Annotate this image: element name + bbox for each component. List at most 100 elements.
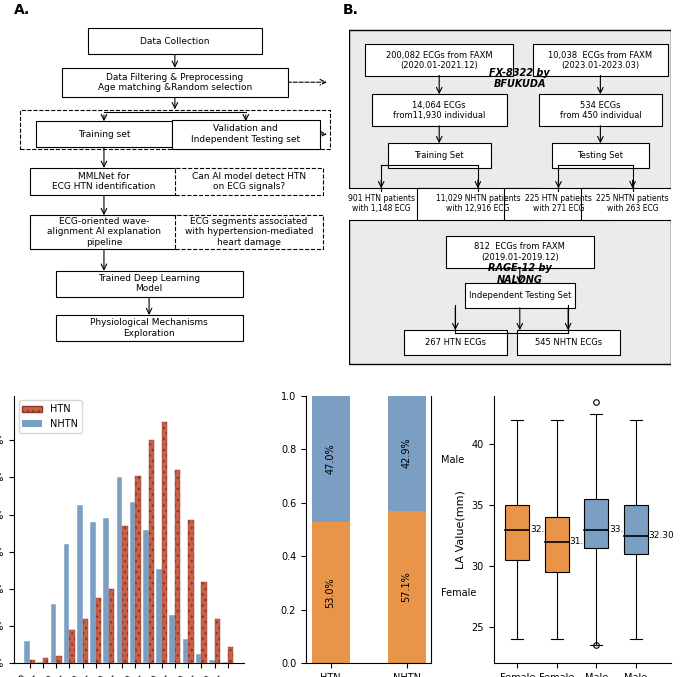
Text: ECG-oriented wave-
alignment AI explanation
pipeline: ECG-oriented wave- alignment AI explanat… <box>47 217 161 246</box>
Text: Independent Testing Set: Independent Testing Set <box>469 291 571 300</box>
FancyBboxPatch shape <box>55 315 242 341</box>
Bar <box>156 569 162 663</box>
Text: 200,082 ECGs from FAXM
(2020.01-2021.12): 200,082 ECGs from FAXM (2020.01-2021.12) <box>386 51 493 70</box>
Text: Can AI model detect HTN
on ECG signals?: Can AI model detect HTN on ECG signals? <box>192 172 306 191</box>
Bar <box>149 440 154 663</box>
FancyBboxPatch shape <box>403 330 507 355</box>
Text: Trained Deep Learning
Model: Trained Deep Learning Model <box>98 274 200 293</box>
Bar <box>388 510 425 663</box>
Bar <box>43 658 49 663</box>
FancyBboxPatch shape <box>175 168 323 195</box>
Text: Training set: Training set <box>77 129 130 139</box>
Text: 225 NHTN patients
with 263 ECG: 225 NHTN patients with 263 ECG <box>597 194 669 213</box>
Text: 32.80: 32.80 <box>530 525 556 534</box>
FancyBboxPatch shape <box>503 188 613 219</box>
Bar <box>90 522 96 663</box>
Text: 32.30: 32.30 <box>649 531 674 540</box>
Bar <box>312 521 349 663</box>
Text: ECG segments associated
with hypertension-mediated
heart damage: ECG segments associated with hypertensio… <box>185 217 313 246</box>
FancyBboxPatch shape <box>365 45 513 76</box>
FancyBboxPatch shape <box>545 517 569 572</box>
Bar <box>169 615 175 663</box>
FancyBboxPatch shape <box>36 121 172 147</box>
Bar <box>209 660 214 663</box>
Text: B.: B. <box>342 3 358 17</box>
Bar <box>162 422 167 663</box>
FancyBboxPatch shape <box>388 143 490 168</box>
Text: 53.0%: 53.0% <box>325 577 336 608</box>
Text: 225 HTN patients
with 271 ECG: 225 HTN patients with 271 ECG <box>525 194 592 213</box>
Text: 14,064 ECGs
from11,930 individual: 14,064 ECGs from11,930 individual <box>393 101 486 120</box>
FancyBboxPatch shape <box>552 143 649 168</box>
Text: 31.90: 31.90 <box>569 538 595 546</box>
Bar <box>136 476 141 663</box>
FancyBboxPatch shape <box>516 330 620 355</box>
Bar <box>82 619 88 663</box>
Bar <box>175 470 180 663</box>
Text: MMLNet for
ECG HTN identification: MMLNet for ECG HTN identification <box>52 172 155 191</box>
Bar <box>143 529 149 663</box>
FancyBboxPatch shape <box>533 45 668 76</box>
FancyBboxPatch shape <box>62 68 288 97</box>
FancyBboxPatch shape <box>55 271 242 297</box>
Bar <box>222 661 227 663</box>
Text: Training Set: Training Set <box>414 151 464 160</box>
Bar <box>196 654 201 663</box>
Text: 534 ECGs
from 450 individual: 534 ECGs from 450 individual <box>560 101 641 120</box>
FancyBboxPatch shape <box>172 120 320 148</box>
Bar <box>64 544 69 663</box>
Text: 11,029 NHTN patients
with 12,916 ECG: 11,029 NHTN patients with 12,916 ECG <box>436 194 520 213</box>
Text: 47.0%: 47.0% <box>325 443 336 474</box>
Bar <box>51 604 56 663</box>
Text: 33.00: 33.00 <box>609 525 635 534</box>
Text: 57.1%: 57.1% <box>401 571 412 603</box>
Bar <box>103 519 109 663</box>
Text: 901 HTN patients
with 1,148 ECG: 901 HTN patients with 1,148 ECG <box>348 194 414 213</box>
FancyBboxPatch shape <box>539 95 662 126</box>
Text: FX-8322 by
BFUKUDA: FX-8322 by BFUKUDA <box>489 68 550 89</box>
FancyBboxPatch shape <box>446 236 594 268</box>
Bar <box>77 505 82 663</box>
Legend: HTN, NHTN: HTN, NHTN <box>18 401 82 433</box>
Bar <box>122 526 127 663</box>
Bar <box>24 641 29 663</box>
Bar <box>29 660 35 663</box>
Text: 10,038  ECGs from FAXM
(2023.01-2023.03): 10,038 ECGs from FAXM (2023.01-2023.03) <box>548 51 652 70</box>
Y-axis label: LA Value(mm): LA Value(mm) <box>456 490 466 569</box>
FancyBboxPatch shape <box>175 215 323 248</box>
FancyBboxPatch shape <box>581 188 684 219</box>
Bar <box>69 630 75 663</box>
Text: RAGE-12 by
NALONG: RAGE-12 by NALONG <box>488 263 551 284</box>
FancyBboxPatch shape <box>349 30 671 364</box>
Bar <box>312 395 349 521</box>
Bar <box>116 477 122 663</box>
Bar <box>214 619 220 663</box>
FancyBboxPatch shape <box>624 505 647 554</box>
Bar <box>129 502 136 663</box>
FancyBboxPatch shape <box>30 168 178 195</box>
Bar <box>201 582 207 663</box>
FancyBboxPatch shape <box>506 505 529 560</box>
Text: Data Collection: Data Collection <box>140 37 210 45</box>
Bar <box>183 639 188 663</box>
Bar <box>388 395 425 510</box>
Text: 545 NHTN ECGs: 545 NHTN ECGs <box>534 338 601 347</box>
Text: Testing Set: Testing Set <box>577 151 623 160</box>
FancyBboxPatch shape <box>371 95 507 126</box>
FancyBboxPatch shape <box>30 215 178 248</box>
Bar <box>227 647 234 663</box>
Bar <box>38 661 43 663</box>
FancyBboxPatch shape <box>465 283 575 308</box>
FancyBboxPatch shape <box>323 188 439 219</box>
Text: 267 HTN ECGs: 267 HTN ECGs <box>425 338 486 347</box>
FancyBboxPatch shape <box>88 28 262 54</box>
Text: Physiological Mechanisms
Exploration: Physiological Mechanisms Exploration <box>90 318 208 338</box>
Bar <box>96 598 101 663</box>
Bar <box>109 589 114 663</box>
Bar <box>56 656 62 663</box>
Text: Validation and
Independent Testing set: Validation and Independent Testing set <box>191 125 300 144</box>
Bar <box>188 520 194 663</box>
Text: 42.9%: 42.9% <box>401 438 412 468</box>
Text: A.: A. <box>14 3 30 17</box>
FancyBboxPatch shape <box>584 499 608 548</box>
